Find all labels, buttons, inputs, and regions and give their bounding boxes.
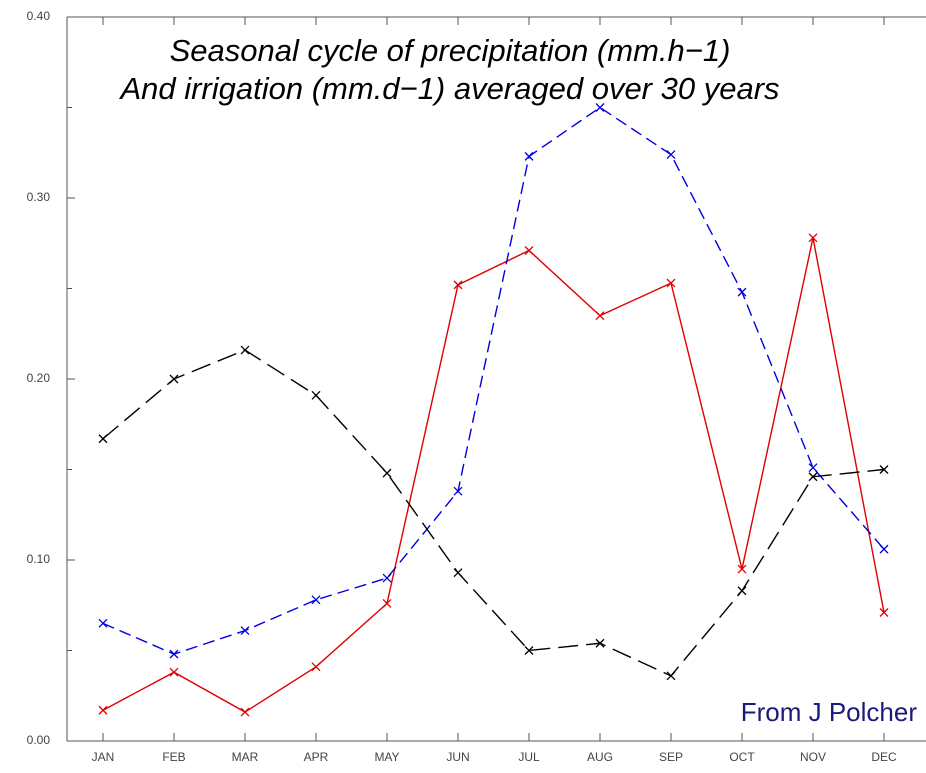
marker bbox=[808, 472, 818, 482]
x-tick-label: APR bbox=[304, 750, 329, 764]
marker bbox=[382, 573, 392, 583]
marker bbox=[169, 374, 179, 384]
y-tick-label: 0.00 bbox=[27, 733, 51, 747]
marker bbox=[311, 390, 321, 400]
marker bbox=[808, 463, 818, 473]
marker bbox=[240, 345, 250, 355]
marker bbox=[311, 595, 321, 605]
annotation: From J Polcher bbox=[741, 697, 918, 727]
marker bbox=[595, 638, 605, 648]
marker bbox=[666, 278, 676, 288]
series-line bbox=[102, 237, 885, 713]
y-tick-label: 0.30 bbox=[27, 190, 51, 204]
marker bbox=[737, 564, 747, 574]
marker bbox=[595, 311, 605, 321]
x-tick-label: NOV bbox=[800, 750, 826, 764]
marker bbox=[666, 150, 676, 160]
marker bbox=[879, 544, 889, 554]
y-tick-label: 0.10 bbox=[27, 552, 51, 566]
x-tick-label: DEC bbox=[871, 750, 897, 764]
x-tick-label: MAR bbox=[232, 750, 259, 764]
marker bbox=[524, 646, 534, 655]
y-tick-label: 0.20 bbox=[27, 371, 51, 385]
x-tick-label: FEB bbox=[162, 750, 185, 764]
series-line bbox=[102, 349, 885, 677]
marker bbox=[311, 662, 321, 672]
x-tick-label: AUG bbox=[587, 750, 613, 764]
marker bbox=[879, 465, 889, 474]
marker bbox=[524, 151, 534, 161]
marker bbox=[808, 233, 818, 243]
x-tick-label: JUN bbox=[446, 750, 469, 764]
marker bbox=[524, 246, 534, 255]
x-tick-label: MAY bbox=[374, 750, 399, 764]
marker bbox=[453, 568, 463, 578]
marker bbox=[879, 608, 889, 617]
chart-title: And irrigation (mm.d−1) averaged over 30… bbox=[118, 71, 779, 106]
marker bbox=[453, 280, 463, 290]
x-tick-label: OCT bbox=[729, 750, 755, 764]
x-tick-label: SEP bbox=[659, 750, 683, 764]
marker bbox=[595, 103, 605, 112]
marker bbox=[453, 486, 463, 496]
marker bbox=[240, 707, 250, 717]
marker bbox=[382, 598, 392, 608]
x-tick-label: JAN bbox=[92, 750, 115, 764]
x-tick-label: JUL bbox=[518, 750, 540, 764]
y-tick-label: 0.40 bbox=[27, 9, 51, 23]
marker bbox=[240, 626, 250, 636]
marker bbox=[98, 434, 108, 444]
marker bbox=[737, 586, 747, 596]
marker bbox=[666, 671, 676, 681]
marker bbox=[98, 618, 108, 628]
marker bbox=[382, 468, 392, 478]
marker bbox=[169, 667, 179, 677]
series-line bbox=[102, 106, 885, 655]
marker bbox=[737, 287, 747, 297]
marker bbox=[98, 705, 108, 715]
chart-title: Seasonal cycle of precipitation (mm.h−1) bbox=[170, 33, 731, 68]
marker bbox=[169, 649, 179, 659]
